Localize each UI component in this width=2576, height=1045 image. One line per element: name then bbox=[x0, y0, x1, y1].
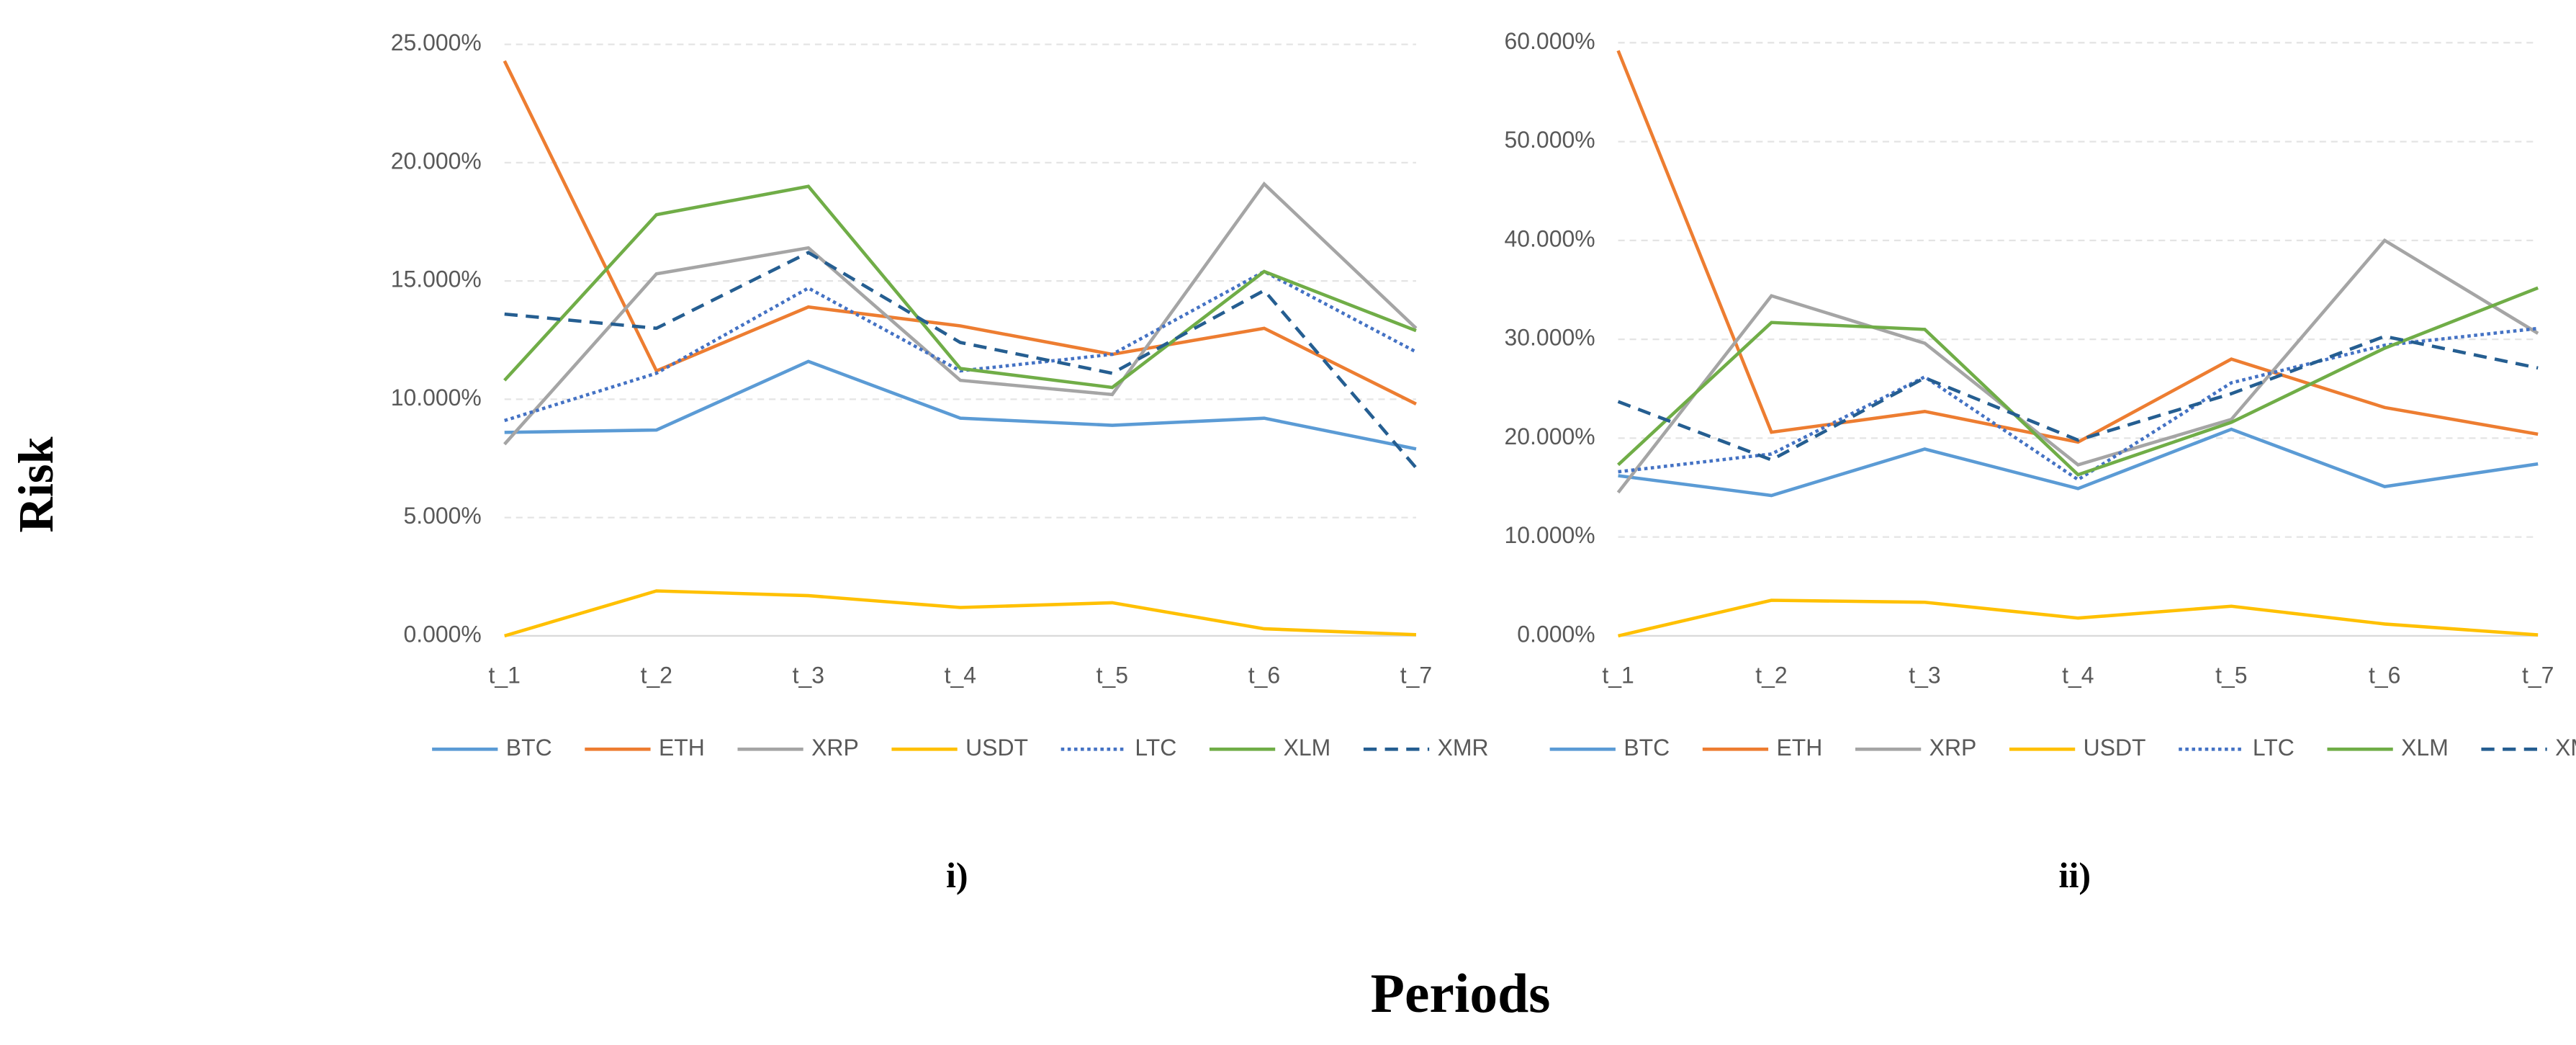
y-tick-label: 0.000% bbox=[403, 621, 481, 647]
series-line bbox=[504, 359, 1417, 451]
x-tick-label: t_2 bbox=[641, 662, 672, 688]
series-line bbox=[504, 269, 1418, 423]
series-line bbox=[1618, 427, 2539, 498]
x-tick-label: t_4 bbox=[2062, 662, 2094, 688]
series-line bbox=[1616, 238, 2539, 494]
y-tick-label: 15.000% bbox=[391, 266, 482, 292]
legend-label: XRP bbox=[811, 735, 859, 761]
y-tick-label: 60.000% bbox=[1505, 28, 1595, 54]
legend-label: XRP bbox=[1929, 735, 1977, 761]
legend-label: XMR bbox=[1438, 735, 1489, 761]
legend-label: XLM bbox=[1284, 735, 1331, 761]
y-tick-label: 5.000% bbox=[403, 503, 481, 529]
y-tick-label: 25.000% bbox=[391, 30, 482, 55]
x-tick-label: t_7 bbox=[2522, 662, 2554, 688]
series-line bbox=[504, 589, 1417, 638]
x-tick-label: t_7 bbox=[1400, 662, 1432, 688]
legend-label: XLM bbox=[2401, 735, 2449, 761]
x-tick-label: t_3 bbox=[1909, 662, 1940, 688]
x-tick-label: t_4 bbox=[945, 662, 976, 688]
x-tick-label: t_2 bbox=[1755, 662, 1787, 688]
y-axis-title: Risk bbox=[9, 436, 63, 532]
series-line bbox=[1617, 286, 2539, 477]
chart-caption: ii) bbox=[2059, 855, 2091, 895]
series-line bbox=[503, 181, 1418, 446]
y-tick-label: 0.000% bbox=[1517, 621, 1595, 647]
legend-label: BTC bbox=[506, 735, 552, 761]
legend-label: ETH bbox=[1776, 735, 1822, 761]
legend-label: USDT bbox=[965, 735, 1028, 761]
legend-label: LTC bbox=[1135, 735, 1176, 761]
x-tick-label: t_5 bbox=[1096, 662, 1128, 688]
y-tick-label: 40.000% bbox=[1505, 225, 1595, 251]
x-tick-label: t_6 bbox=[1248, 662, 1280, 688]
series-line bbox=[1618, 326, 2539, 482]
legend-label: LTC bbox=[2253, 735, 2294, 761]
y-tick-label: 10.000% bbox=[391, 385, 482, 411]
y-tick-label: 10.000% bbox=[1505, 522, 1595, 548]
x-tick-label: t_3 bbox=[793, 662, 824, 688]
y-tick-label: 30.000% bbox=[1505, 325, 1595, 351]
series-line bbox=[503, 60, 1417, 406]
series-line bbox=[503, 184, 1417, 390]
legend-label: USDT bbox=[2084, 735, 2146, 761]
x-tick-label: t_5 bbox=[2215, 662, 2247, 688]
y-tick-label: 20.000% bbox=[1505, 423, 1595, 449]
x-tick-label: t_1 bbox=[1602, 662, 1634, 688]
y-tick-label: 50.000% bbox=[1505, 127, 1595, 153]
series-line bbox=[1617, 334, 2539, 462]
legend-label: BTC bbox=[1623, 735, 1670, 761]
y-tick-label: 20.000% bbox=[391, 148, 482, 174]
chart-caption: i) bbox=[946, 855, 968, 895]
series-line bbox=[504, 251, 1418, 470]
x-tick-label: t_1 bbox=[489, 662, 521, 688]
series-line bbox=[1616, 50, 2539, 444]
legend-label: ETH bbox=[659, 735, 705, 761]
legend-label: XMR bbox=[2555, 735, 2576, 761]
series-line bbox=[1618, 598, 2539, 638]
x-tick-label: t_6 bbox=[2369, 662, 2400, 688]
x-axis-title: Periods bbox=[1371, 962, 1551, 1024]
